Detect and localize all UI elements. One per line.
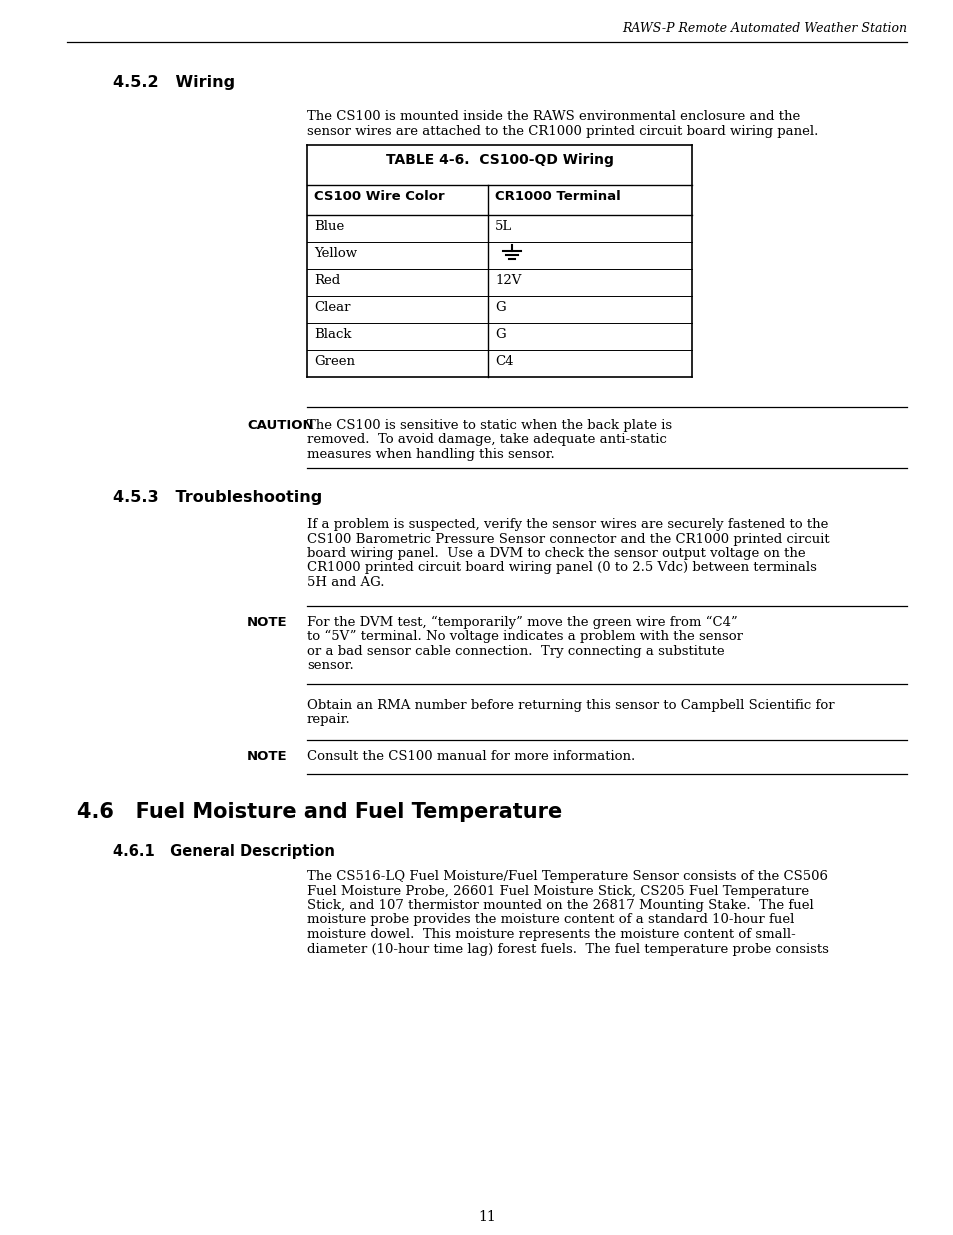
Text: moisture probe provides the moisture content of a standard 10-hour fuel: moisture probe provides the moisture con… [307, 914, 794, 926]
Text: CR1000 printed circuit board wiring panel (0 to 2.5 Vdc) between terminals: CR1000 printed circuit board wiring pane… [307, 562, 816, 574]
Text: Clear: Clear [314, 301, 350, 314]
Text: CAUTION: CAUTION [247, 419, 314, 432]
Text: sensor.: sensor. [307, 659, 354, 672]
Text: 12V: 12V [495, 274, 521, 287]
Text: 5L: 5L [495, 220, 512, 233]
Text: Black: Black [314, 329, 351, 341]
Text: to “5V” terminal. No voltage indicates a problem with the sensor: to “5V” terminal. No voltage indicates a… [307, 630, 742, 643]
Text: 11: 11 [477, 1210, 496, 1224]
Text: removed.  To avoid damage, take adequate anti-static: removed. To avoid damage, take adequate … [307, 433, 666, 447]
Text: The CS516-LQ Fuel Moisture/Fuel Temperature Sensor consists of the CS506: The CS516-LQ Fuel Moisture/Fuel Temperat… [307, 869, 827, 883]
Text: The CS100 is sensitive to static when the back plate is: The CS100 is sensitive to static when th… [307, 419, 672, 432]
Text: repair.: repair. [307, 713, 351, 726]
Text: 4.5.2   Wiring: 4.5.2 Wiring [112, 75, 234, 90]
Text: Fuel Moisture Probe, 26601 Fuel Moisture Stick, CS205 Fuel Temperature: Fuel Moisture Probe, 26601 Fuel Moisture… [307, 884, 808, 898]
Text: If a problem is suspected, verify the sensor wires are securely fastened to the: If a problem is suspected, verify the se… [307, 517, 827, 531]
Text: Stick, and 107 thermistor mounted on the 26817 Mounting Stake.  The fuel: Stick, and 107 thermistor mounted on the… [307, 899, 813, 911]
Text: or a bad sensor cable connection.  Try connecting a substitute: or a bad sensor cable connection. Try co… [307, 645, 724, 657]
Text: Obtain an RMA number before returning this sensor to Campbell Scientific for: Obtain an RMA number before returning th… [307, 699, 834, 711]
Text: moisture dowel.  This moisture represents the moisture content of small-: moisture dowel. This moisture represents… [307, 927, 795, 941]
Text: 4.6   Fuel Moisture and Fuel Temperature: 4.6 Fuel Moisture and Fuel Temperature [77, 802, 561, 823]
Text: 5H and AG.: 5H and AG. [307, 576, 384, 589]
Text: Yellow: Yellow [314, 247, 356, 261]
Text: Red: Red [314, 274, 340, 287]
Text: Blue: Blue [314, 220, 344, 233]
Text: measures when handling this sensor.: measures when handling this sensor. [307, 448, 554, 461]
Text: sensor wires are attached to the CR1000 printed circuit board wiring panel.: sensor wires are attached to the CR1000 … [307, 125, 818, 137]
Text: G: G [495, 301, 505, 314]
Text: CS100 Wire Color: CS100 Wire Color [314, 190, 444, 203]
Text: 4.6.1   General Description: 4.6.1 General Description [112, 844, 335, 860]
Text: For the DVM test, “temporarily” move the green wire from “C4”: For the DVM test, “temporarily” move the… [307, 615, 737, 629]
Text: TABLE 4-6.  CS100-QD Wiring: TABLE 4-6. CS100-QD Wiring [385, 153, 613, 167]
Text: NOTE: NOTE [247, 750, 287, 762]
Text: C4: C4 [495, 354, 513, 368]
Text: Consult the CS100 manual for more information.: Consult the CS100 manual for more inform… [307, 750, 635, 762]
Text: The CS100 is mounted inside the RAWS environmental enclosure and the: The CS100 is mounted inside the RAWS env… [307, 110, 800, 124]
Text: CR1000 Terminal: CR1000 Terminal [495, 190, 620, 203]
Text: Green: Green [314, 354, 355, 368]
Text: CS100 Barometric Pressure Sensor connector and the CR1000 printed circuit: CS100 Barometric Pressure Sensor connect… [307, 532, 829, 546]
Text: NOTE: NOTE [247, 615, 287, 629]
Text: 4.5.3   Troubleshooting: 4.5.3 Troubleshooting [112, 490, 322, 505]
Text: diameter (10-hour time lag) forest fuels.  The fuel temperature probe consists: diameter (10-hour time lag) forest fuels… [307, 942, 828, 956]
Text: G: G [495, 329, 505, 341]
Text: RAWS-P Remote Automated Weather Station: RAWS-P Remote Automated Weather Station [621, 22, 906, 35]
Text: board wiring panel.  Use a DVM to check the sensor output voltage on the: board wiring panel. Use a DVM to check t… [307, 547, 804, 559]
